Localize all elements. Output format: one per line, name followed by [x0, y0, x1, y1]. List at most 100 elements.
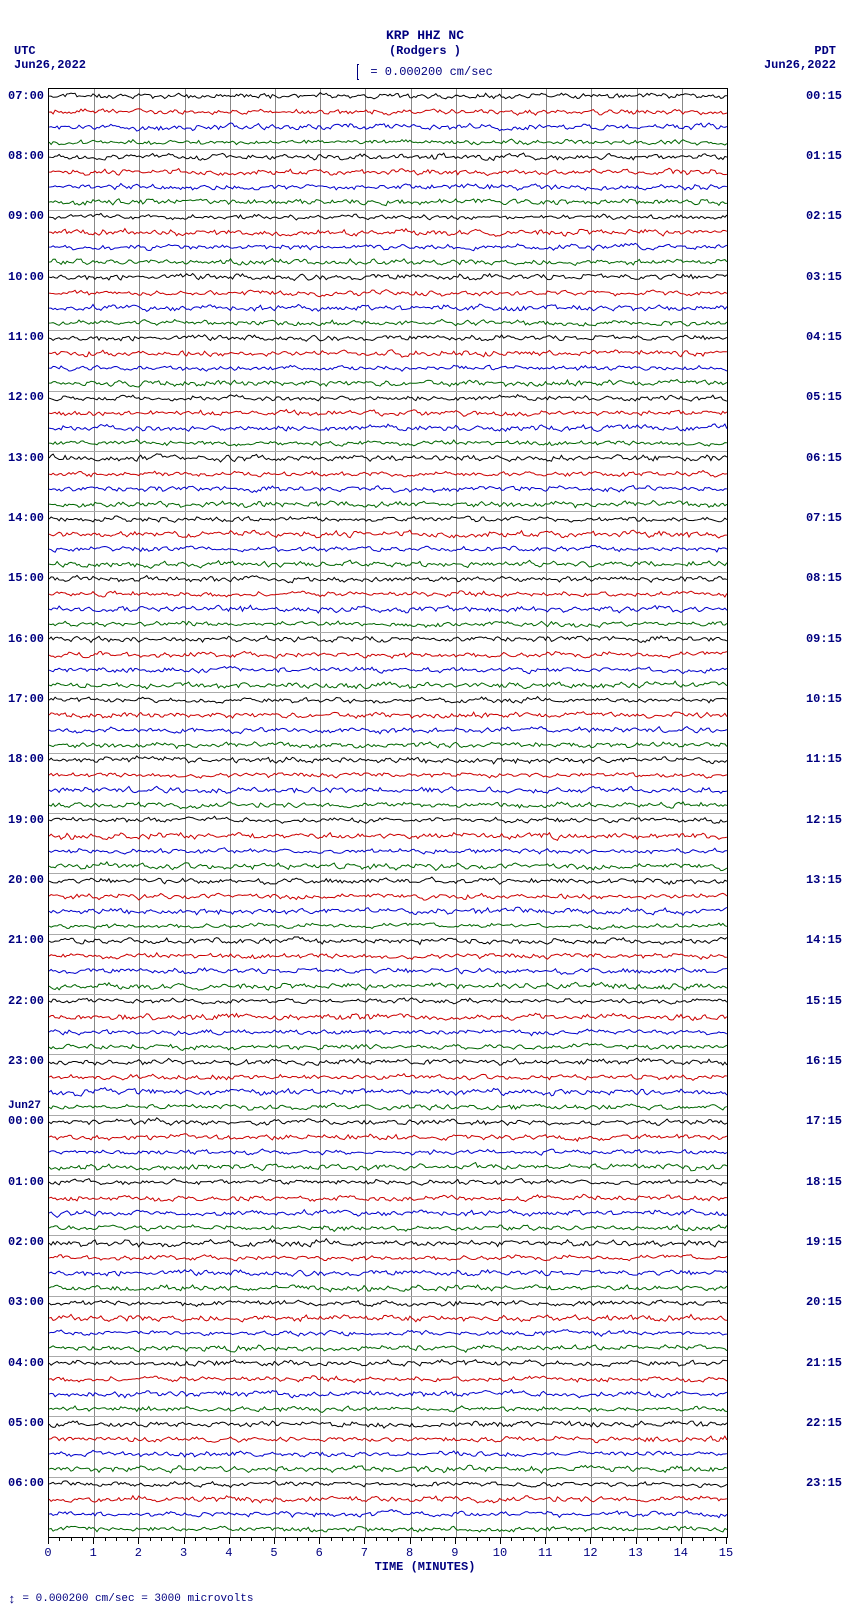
right-time-label: 13:15 [806, 873, 842, 887]
x-tick-label: 12 [583, 1546, 597, 1560]
date-left: Jun26,2022 [14, 58, 86, 72]
left-time-label: 06:00 [8, 1476, 44, 1490]
x-tick-label: 5 [270, 1546, 277, 1560]
x-tick-major [726, 1538, 727, 1544]
left-time-label: 14:00 [8, 511, 44, 525]
x-tick-minor [624, 1538, 625, 1541]
x-tick-major [545, 1538, 546, 1544]
x-tick-major [319, 1538, 320, 1544]
right-time-label: 19:15 [806, 1235, 842, 1249]
x-tick-minor [59, 1538, 60, 1541]
x-tick-minor [161, 1538, 162, 1541]
x-tick-label: 11 [538, 1546, 552, 1560]
left-time-label: 05:00 [8, 1416, 44, 1430]
x-tick-minor [387, 1538, 388, 1541]
x-tick-minor [658, 1538, 659, 1541]
right-time-label: 12:15 [806, 813, 842, 827]
x-tick-major [455, 1538, 456, 1544]
right-time-label: 20:15 [806, 1295, 842, 1309]
x-tick-minor [116, 1538, 117, 1541]
seismogram-container: KRP HHZ NC (Rodgers ) = 0.000200 cm/sec … [0, 0, 850, 1613]
x-tick-minor [240, 1538, 241, 1541]
x-tick-major [229, 1538, 230, 1544]
right-time-label: 07:15 [806, 511, 842, 525]
right-time-label: 00:15 [806, 89, 842, 103]
x-tick-minor [613, 1538, 614, 1541]
x-tick-label: 8 [406, 1546, 413, 1560]
x-tick-minor [647, 1538, 648, 1541]
x-tick-minor [703, 1538, 704, 1541]
station-title: KRP HHZ NC [0, 28, 850, 43]
x-tick-minor [82, 1538, 83, 1541]
x-tick-minor [477, 1538, 478, 1541]
x-tick-minor [466, 1538, 467, 1541]
right-time-label: 01:15 [806, 149, 842, 163]
scale-text: = 0.000200 cm/sec [363, 65, 493, 79]
x-tick-minor [195, 1538, 196, 1541]
x-tick-major [93, 1538, 94, 1544]
day-change-label: Jun27 [8, 1100, 41, 1112]
x-tick-minor [105, 1538, 106, 1541]
x-tick-minor [376, 1538, 377, 1541]
x-tick-label: 7 [361, 1546, 368, 1560]
right-time-label: 10:15 [806, 692, 842, 706]
left-time-label: 09:00 [8, 209, 44, 223]
x-axis-label: TIME (MINUTES) [0, 1560, 850, 1574]
x-tick-minor [489, 1538, 490, 1541]
right-time-label: 21:15 [806, 1356, 842, 1370]
left-time-label: 03:00 [8, 1295, 44, 1309]
left-time-label: 08:00 [8, 149, 44, 163]
x-tick-major [590, 1538, 591, 1544]
x-tick-minor [715, 1538, 716, 1541]
scale-bar-icon [357, 64, 359, 80]
x-tick-minor [534, 1538, 535, 1541]
left-time-label: 20:00 [8, 873, 44, 887]
x-tick-minor [398, 1538, 399, 1541]
x-tick-label: 9 [451, 1546, 458, 1560]
x-tick-minor [127, 1538, 128, 1541]
left-time-label: 15:00 [8, 571, 44, 585]
x-tick-minor [511, 1538, 512, 1541]
left-time-label: 07:00 [8, 89, 44, 103]
x-tick-label: 15 [719, 1546, 733, 1560]
x-tick-major [636, 1538, 637, 1544]
x-tick-major [364, 1538, 365, 1544]
right-time-label: 04:15 [806, 330, 842, 344]
x-tick-minor [251, 1538, 252, 1541]
x-tick-minor [353, 1538, 354, 1541]
x-tick-major [500, 1538, 501, 1544]
x-tick-minor [432, 1538, 433, 1541]
footer-scale-text: = 0.000200 cm/sec = 3000 microvolts [16, 1593, 254, 1605]
x-tick-minor [670, 1538, 671, 1541]
right-time-label: 15:15 [806, 994, 842, 1008]
date-right: Jun26,2022 [764, 58, 836, 72]
footer-scale-icon: ↕ [8, 1592, 16, 1607]
left-time-label: 04:00 [8, 1356, 44, 1370]
right-time-label: 08:15 [806, 571, 842, 585]
right-time-label: 11:15 [806, 752, 842, 766]
x-tick-minor [297, 1538, 298, 1541]
footer-scale: ↕ = 0.000200 cm/sec = 3000 microvolts [8, 1592, 253, 1607]
left-time-label: 01:00 [8, 1175, 44, 1189]
right-time-label: 02:15 [806, 209, 842, 223]
left-time-label: 13:00 [8, 451, 44, 465]
x-tick-minor [71, 1538, 72, 1541]
x-tick-minor [206, 1538, 207, 1541]
x-tick-label: 0 [44, 1546, 51, 1560]
tz-right: PDT [814, 44, 836, 58]
station-location: (Rodgers ) [0, 44, 850, 58]
x-tick-minor [308, 1538, 309, 1541]
right-time-label: 05:15 [806, 390, 842, 404]
x-tick-label: 6 [316, 1546, 323, 1560]
x-tick-minor [285, 1538, 286, 1541]
right-time-label: 17:15 [806, 1114, 842, 1128]
x-tick-minor [602, 1538, 603, 1541]
left-time-label: 22:00 [8, 994, 44, 1008]
right-time-label: 23:15 [806, 1476, 842, 1490]
x-tick-major [274, 1538, 275, 1544]
x-tick-minor [523, 1538, 524, 1541]
x-tick-minor [557, 1538, 558, 1541]
left-time-label: 17:00 [8, 692, 44, 706]
x-tick-label: 14 [674, 1546, 688, 1560]
right-time-label: 16:15 [806, 1054, 842, 1068]
